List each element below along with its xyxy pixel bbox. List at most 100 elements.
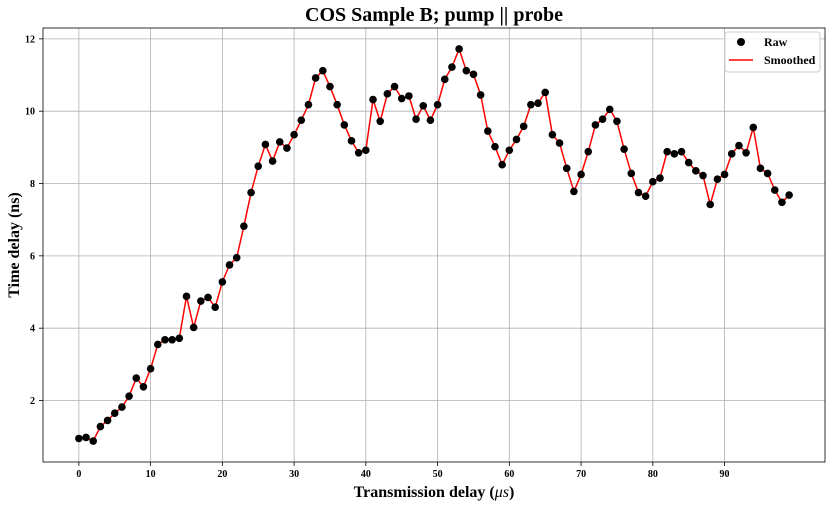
x-tick-label: 60 (504, 469, 514, 480)
y-tick-label: 8 (30, 179, 35, 190)
raw-point (519, 122, 528, 131)
raw-point (584, 147, 593, 156)
raw-point (218, 278, 227, 286)
raw-point (627, 169, 636, 178)
raw-point (763, 169, 772, 178)
raw-point (591, 121, 600, 129)
y-tick-label: 6 (30, 251, 35, 262)
chart-title: COS Sample B; pump || probe (305, 4, 563, 26)
raw-point (261, 140, 270, 149)
raw-point (684, 158, 693, 167)
raw-point (275, 138, 284, 146)
raw-point (376, 117, 384, 126)
x-tick-label: 10 (146, 469, 156, 480)
raw-point (340, 121, 349, 129)
raw-point (232, 253, 241, 262)
legend-smoothed-label: Smoothed (764, 53, 816, 67)
raw-point (75, 434, 83, 443)
x-tick-label: 40 (361, 469, 371, 480)
y-tick-label: 10 (25, 107, 35, 118)
raw-point (598, 115, 607, 123)
raw-point (268, 157, 277, 165)
raw-point (527, 100, 535, 109)
x-tick-label: 50 (433, 469, 443, 480)
raw-point (225, 261, 234, 269)
raw-point (247, 188, 255, 197)
x-tick-label: 80 (648, 469, 658, 480)
grid (43, 28, 825, 462)
raw-point (211, 303, 219, 312)
raw-point (297, 116, 306, 125)
raw-point (354, 148, 363, 157)
raw-point (175, 334, 184, 343)
raw-point (390, 82, 399, 91)
raw-point (677, 147, 686, 156)
raw-point (283, 144, 291, 152)
raw-point (462, 66, 471, 75)
raw-point (89, 437, 98, 445)
raw-point (634, 188, 643, 197)
raw-point (240, 222, 248, 230)
raw-point (663, 147, 671, 156)
raw-point (491, 142, 499, 151)
raw-point (541, 88, 549, 97)
raw-point (706, 200, 715, 209)
y-axis-label: Time delay (ns) (6, 192, 23, 297)
raw-point (125, 392, 133, 400)
raw-point (720, 170, 729, 179)
x-axis-label-close: ) (509, 484, 514, 501)
raw-point (204, 293, 212, 302)
raw-point (548, 130, 557, 139)
raw-series (75, 45, 793, 445)
raw-point (534, 99, 542, 108)
raw-point (469, 70, 478, 79)
raw-point (82, 433, 90, 442)
raw-point (397, 94, 406, 103)
raw-point (742, 148, 750, 157)
raw-point (161, 335, 169, 344)
raw-point (383, 90, 392, 98)
raw-point (778, 198, 786, 207)
plot-frame (42, 27, 826, 463)
x-tick-label: 90 (720, 469, 730, 480)
smoothed-line (78, 48, 790, 442)
x-axis-label-unit: μs (494, 484, 509, 501)
raw-point (311, 74, 320, 82)
x-tick-label: 30 (289, 469, 299, 480)
raw-point (785, 191, 793, 199)
legend-raw-marker (737, 38, 745, 46)
raw-point (512, 135, 521, 144)
raw-point (562, 164, 571, 173)
raw-point (153, 340, 162, 349)
raw-point (319, 66, 327, 75)
raw-point (670, 150, 679, 158)
raw-point (605, 105, 614, 114)
raw-point (577, 170, 585, 179)
raw-point (304, 100, 313, 109)
raw-point (110, 409, 119, 417)
raw-point (412, 115, 420, 123)
y-tick-label: 12 (25, 34, 35, 45)
legend-raw-label: Raw (764, 35, 788, 49)
raw-point (641, 192, 650, 200)
y-tick-label: 2 (30, 396, 35, 407)
raw-point (333, 100, 341, 109)
raw-point (369, 95, 377, 104)
x-tick-label: 70 (576, 469, 586, 480)
raw-point (347, 137, 356, 145)
smoothed-series (78, 48, 790, 442)
raw-point (254, 162, 263, 170)
raw-point (484, 127, 492, 135)
raw-point (555, 139, 564, 147)
raw-point (290, 130, 298, 139)
raw-point (649, 177, 657, 186)
raw-point (692, 167, 700, 175)
raw-point (132, 374, 141, 382)
raw-point (182, 292, 191, 301)
raw-point (326, 82, 334, 91)
x-tick-label: 0 (76, 469, 81, 480)
raw-point (448, 63, 456, 71)
raw-point (727, 150, 736, 158)
raw-point (749, 123, 758, 132)
